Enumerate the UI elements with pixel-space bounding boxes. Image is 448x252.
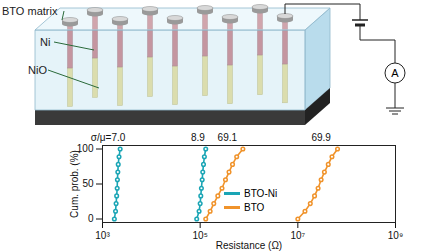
svg-text:Resistance (Ω): Resistance (Ω) [216,240,282,251]
svg-text:10⁷: 10⁷ [290,230,305,241]
svg-text:50: 50 [82,178,94,189]
svg-text:Cum. prob. (%): Cum. prob. (%) [69,150,80,218]
svg-text:Ni: Ni [40,36,50,48]
svg-text:69.1: 69.1 [218,132,238,143]
svg-text:0: 0 [88,213,94,224]
svg-text:100: 100 [76,143,94,155]
html-text:BTO-Ni: BTO-Ni [244,187,278,199]
svg-text:8.9: 8.9 [191,132,205,143]
svg-text:10⁵: 10⁵ [193,230,208,241]
svg-text:σ/μ=7.0: σ/μ=7.0 [91,132,126,143]
svg-text:10³: 10³ [95,230,110,241]
html-text:BTO: BTO [244,201,265,213]
svg-text:10⁹: 10⁹ [388,230,403,241]
svg-text:69.9: 69.9 [311,132,331,143]
svg-text:NiO: NiO [28,64,47,76]
svg-text:A: A [391,67,399,79]
svg-text:BTO matrix: BTO matrix [2,5,58,17]
